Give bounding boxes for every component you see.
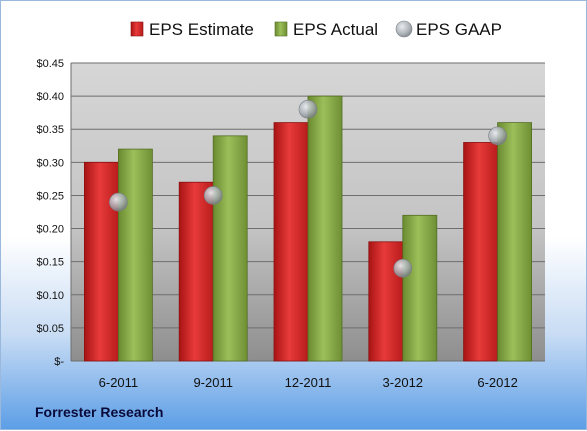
legend-swatch (274, 21, 288, 37)
legend-label: EPS Estimate (149, 20, 254, 39)
y-tick-label: $- (54, 356, 64, 368)
bar-eps-estimate (273, 122, 309, 362)
gaap-points (109, 100, 507, 278)
bar-eps-actual (497, 122, 533, 362)
bars (84, 95, 533, 362)
bar-eps-estimate (368, 241, 404, 362)
point-eps-gaap (298, 100, 318, 119)
x-tick-label: 6-2011 (99, 375, 139, 390)
y-tick-label: $0.05 (36, 323, 64, 335)
y-tick-label: $0.40 (36, 91, 64, 103)
y-axis-ticks: $- $0.05 $0.10 $0.15 $0.20 $0.25 $0.30 $0.35 $0.… (36, 58, 64, 368)
y-tick-label: $0.15 (36, 257, 64, 269)
bar-eps-estimate (84, 161, 119, 362)
legend-swatch (395, 20, 413, 38)
legend-swatch (130, 21, 144, 37)
point-eps-gaap (203, 186, 223, 205)
y-tick-label: $0.35 (36, 124, 64, 136)
point-eps-gaap (488, 126, 507, 146)
bar-eps-actual (402, 214, 438, 362)
y-tick-label: $0.45 (36, 58, 64, 70)
bar-eps-actual (118, 148, 153, 362)
legend-label: EPS Actual (293, 20, 378, 39)
bar-eps-actual (212, 135, 248, 362)
point-eps-gaap (109, 192, 128, 212)
legend: EPS Estimate EPS Actual EPS GAAP (130, 20, 502, 39)
source-label: Forrester Research (35, 404, 163, 420)
y-tick-label: $0.30 (36, 157, 64, 169)
x-tick-label: 6-2012 (477, 375, 517, 390)
x-tick-label: 3-2012 (383, 375, 423, 390)
y-tick-label: $0.10 (36, 290, 64, 302)
x-axis-labels: 6-2011 9-2011 12-2011 3-2012 6-2012 (99, 375, 518, 390)
x-tick-label: 9-2011 (193, 375, 233, 390)
y-tick-label: $0.20 (36, 224, 64, 236)
legend-label: EPS GAAP (416, 20, 502, 39)
bar-eps-actual (307, 95, 343, 362)
point-eps-gaap (393, 258, 413, 278)
bar-eps-estimate (178, 181, 214, 362)
y-tick-label: $0.25 (36, 190, 64, 202)
bar-eps-estimate (463, 142, 499, 362)
x-tick-label: 12-2011 (285, 375, 332, 390)
